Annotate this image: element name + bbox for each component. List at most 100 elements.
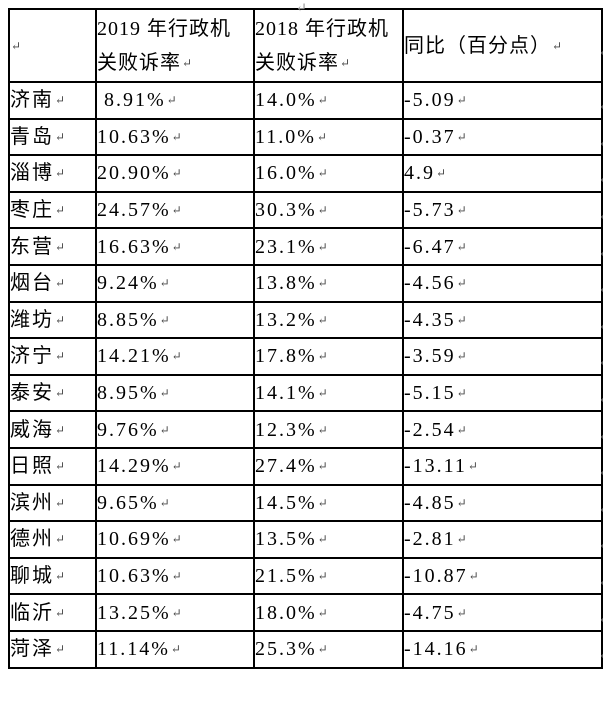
cell-text: -2.54: [404, 418, 456, 441]
paragraph-mark-icon: ↵: [55, 349, 66, 364]
cell-text: 9.76%: [97, 418, 159, 441]
cell-text: 13.25%: [97, 601, 171, 624]
cell-text: 枣庄: [10, 199, 54, 222]
cell-text: 30.3%: [255, 199, 317, 222]
paragraph-mark-icon: ↵: [456, 203, 467, 218]
cell-text: 东营: [10, 235, 54, 258]
header-row: ↵ 2019 年行政机 关败诉率↵ 2018 年行政机 关败诉率↵ 同比（百分点…: [8, 8, 603, 83]
table-row: 临沂↵ 13.25%↵ 18.0%↵ -4.75↵: [8, 593, 603, 632]
table-body: 济南↵ 8.91%↵ 14.0%↵ -5.09↵ 青岛↵ 10.63%↵ 11.0%↵ -0…: [8, 81, 603, 669]
cell-rate2018: 13.5%↵: [253, 520, 404, 559]
cell-text: 12.3%: [255, 418, 317, 441]
cell-text: -10.87: [404, 565, 468, 588]
cell-text: 9.24%: [97, 272, 159, 295]
paragraph-mark-icon: ↵: [55, 569, 66, 584]
paragraph-mark-icon: ↵: [55, 129, 66, 144]
paragraph-mark-icon: ↵: [317, 605, 328, 620]
cell-text: 滨州: [10, 491, 54, 514]
city-loss-rate-table: ↵ 2019 年行政机 关败诉率↵ 2018 年行政机 关败诉率↵ 同比（百分点…: [8, 8, 603, 669]
table-row: 威海↵ 9.76%↵ 12.3%↵ -2.54↵: [8, 410, 603, 449]
cell-rate2018: 23.1%↵: [253, 227, 404, 266]
paragraph-mark-icon: ↵: [456, 386, 467, 401]
paragraph-mark-icon: ↵: [55, 386, 66, 401]
cell-text: 23.1%: [255, 235, 317, 258]
paragraph-mark-icon: ↵: [436, 166, 447, 181]
cell-text: -3.59: [404, 345, 456, 368]
paragraph-mark-icon: ↵: [171, 166, 182, 181]
paragraph-mark-icon: ↵: [182, 55, 193, 70]
row-end-paragraph-mark-icon: ↵: [599, 282, 603, 297]
paragraph-mark-icon: ↵: [170, 642, 181, 657]
paragraph-mark-icon: ↵: [159, 312, 170, 327]
paragraph-mark-icon: ↵: [159, 386, 170, 401]
paragraph-mark-icon: ↵: [468, 642, 479, 657]
cell-text: 10.69%: [97, 528, 171, 551]
cell-yoy: -4.35 ↵: [402, 300, 603, 340]
cell-rate2018: 13.8%↵: [253, 263, 404, 303]
row-end-paragraph-mark-icon: ↵: [599, 45, 603, 60]
cell-rate2018: 14.5%↵: [253, 483, 404, 523]
cell-text: 27.4%: [255, 455, 317, 478]
cell-city: 日照↵: [8, 446, 97, 486]
cell-text: 16.0%: [255, 162, 317, 185]
cell-text: -6.47: [404, 235, 456, 258]
paragraph-mark-icon: ↵: [55, 93, 66, 108]
cell-rate2019: 8.85%↵: [95, 300, 255, 340]
paragraph-mark-icon: ↵: [55, 532, 66, 547]
paragraph-mark-icon: ↵: [317, 459, 328, 474]
cell-text: 25.3%: [255, 638, 317, 661]
paragraph-mark-icon: ↵: [55, 312, 66, 327]
table-row: 济宁↵ 14.21%↵ 17.8%↵ -3.59↵: [8, 337, 603, 376]
cell-text: 聊城: [10, 565, 54, 588]
row-end-paragraph-mark-icon: ↵: [599, 172, 603, 187]
paragraph-mark-icon: ↵: [552, 38, 563, 53]
paragraph-mark-icon: ↵: [317, 239, 328, 254]
paragraph-mark-icon: ↵: [456, 422, 467, 437]
paragraph-mark-icon: ↵: [467, 459, 478, 474]
table-row: 德州↵ 10.69%↵ 13.5%↵ -2.81↵: [8, 520, 603, 559]
cell-rate2019: 8.95%↵: [95, 373, 255, 413]
row-end-paragraph-mark-icon: ↵: [599, 465, 603, 480]
cell-rate2019: 10.63%↵: [95, 117, 255, 157]
cell-city: 泰安↵: [8, 373, 97, 413]
paragraph-mark-icon: ↵: [55, 422, 66, 437]
cell-yoy: -5.73↵: [402, 190, 603, 230]
cell-city: 滨州↵: [8, 483, 97, 523]
row-end-paragraph-mark-icon: ↵: [599, 99, 603, 114]
header-cell-yoy: 同比（百分点）↵: [402, 8, 603, 83]
cell-yoy: -5.09↵: [402, 81, 603, 120]
cell-text: 17.8%: [255, 345, 317, 368]
row-end-paragraph-mark-icon: ↵: [599, 246, 603, 261]
paragraph-mark-icon: ↵: [166, 93, 177, 108]
cell-text: -5.15: [404, 382, 456, 405]
paragraph-mark-icon: ↵: [55, 239, 66, 254]
row-end-paragraph-mark-icon: ↵: [599, 319, 603, 334]
cell-rate2019: 8.91%↵: [95, 81, 255, 120]
cell-text: 24.57%: [97, 199, 171, 222]
cell-text: -14.16: [404, 638, 468, 661]
paragraph-mark-icon: ↵: [317, 203, 328, 218]
cell-rate2018: 13.2%↵: [253, 300, 404, 340]
paragraph-mark-icon: ↵: [317, 386, 328, 401]
row-end-paragraph-mark-icon: ↵: [599, 502, 603, 517]
cell-rate2019: 9.24%↵: [95, 263, 255, 303]
cell-yoy: -4.56↵: [402, 263, 603, 303]
cell-text: -4.35: [404, 308, 456, 331]
cell-text: 青岛: [10, 125, 54, 148]
cell-city: 济南↵: [8, 81, 97, 120]
paragraph-mark-icon: ↵: [317, 93, 328, 108]
header-cell-rate2018: 2018 年行政机 关败诉率↵: [253, 8, 404, 83]
cell-yoy: 4.9↵: [402, 154, 603, 193]
cell-text: 10.63%: [97, 125, 171, 148]
table-row: 枣庄↵ 24.57%↵ 30.3%↵ -5.73↵: [8, 190, 603, 230]
paragraph-mark-icon: ↵: [317, 422, 328, 437]
cell-text: -2.81: [404, 528, 456, 551]
cell-text: 8.91%: [97, 89, 166, 112]
cell-text: 14.29%: [97, 455, 171, 478]
paragraph-mark-icon: ↵: [171, 349, 182, 364]
table-row: 潍坊↵ 8.85%↵ 13.2%↵ -4.35↵: [8, 300, 603, 340]
cell-yoy: -6.47 ↵: [402, 227, 603, 266]
paragraph-mark-icon: ↵: [317, 642, 328, 657]
paragraph-mark-icon: ↵: [456, 495, 467, 510]
